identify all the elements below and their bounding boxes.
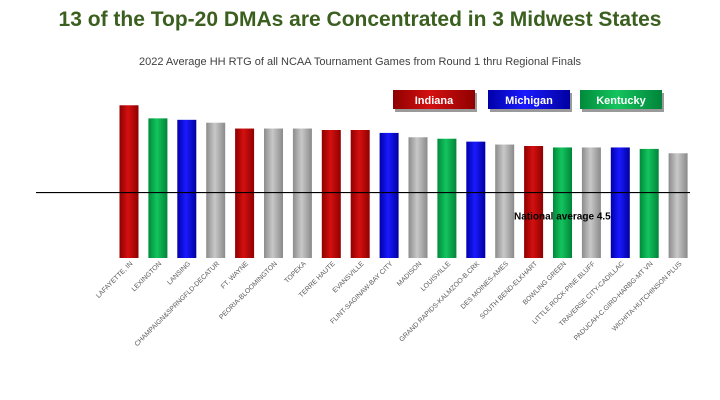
bar-lansing [177, 119, 197, 259]
bar-grand-rapids-kalmzoo-b-crk [466, 141, 486, 258]
legend-label-indiana: Indiana [415, 95, 454, 107]
x-tick-label: FT. WAYNE [220, 260, 250, 290]
x-tick-label: PEORIA-BLOOMINGTON [218, 260, 279, 321]
x-tick-label: LAFAYETTE, IN [95, 260, 134, 299]
legend-swatch-kentucky [580, 90, 662, 109]
national-average-label: National average 4.5 [514, 212, 611, 223]
bar-champaign-sprngfld-decatur [206, 122, 226, 259]
bar-lexington [148, 118, 168, 258]
legend-swatch-indiana [393, 90, 475, 109]
x-tick-label: TOPEKA [283, 260, 308, 285]
bar-wichita-hutchinson-plus [668, 153, 688, 258]
bar-peoria-bloomington [264, 128, 283, 258]
x-tick-label: LANSING [166, 260, 192, 286]
legend-swatch-michigan [488, 90, 570, 109]
bar-madison [408, 137, 428, 258]
bar-des-moines-ames [495, 144, 515, 258]
bar-traverse-city-cadillac [610, 147, 630, 258]
bar-bowling-green [553, 147, 572, 258]
chart-subtitle: 2022 Average HH RTG of all NCAA Tourname… [138, 56, 582, 68]
chart-title: 13 of the Top-20 DMAs are Concentrated i… [58, 8, 662, 31]
x-tick-label: FLINT-SAGINAW-BAY CITY [329, 260, 394, 325]
bar-paducah-c-gird-harbg-mt-vn [639, 148, 659, 258]
bar-ft-wayne [235, 128, 255, 258]
bar-evansville [350, 130, 370, 258]
x-tick-label: LEXINGTON [131, 260, 164, 293]
bar-terre-haute [321, 130, 341, 258]
legend-label-michigan: Michigan [505, 95, 553, 107]
x-tick-label: DES MOINES-AMES [460, 260, 511, 311]
bar-louisville [437, 138, 457, 258]
bar-topeka [292, 128, 312, 258]
x-tick-label: SOUTH BEND-ELKHART [479, 260, 539, 320]
legend-label-kentucky: Kentucky [596, 95, 646, 107]
bar-lafayette-in [119, 105, 139, 258]
bar-little-rock-pine-bluff [581, 147, 601, 258]
bar-south-bend-elkhart [524, 146, 544, 258]
legend: Indiana Michigan Kentucky [393, 90, 664, 112]
x-tick-label: MADISON [396, 260, 423, 287]
bar-flint-saginaw-bay-city [379, 132, 399, 258]
